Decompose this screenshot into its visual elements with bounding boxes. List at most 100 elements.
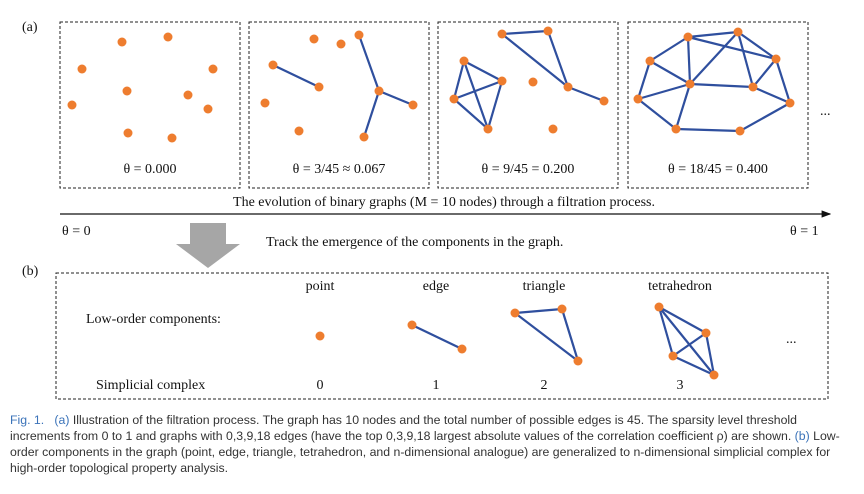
node xyxy=(208,64,218,74)
edge xyxy=(378,89,414,107)
edge xyxy=(672,332,707,357)
down-arrow xyxy=(176,223,240,268)
axis-caption: The evolution of binary graphs (M = 10 n… xyxy=(233,195,655,210)
node xyxy=(309,34,319,44)
edge xyxy=(672,355,715,376)
node xyxy=(359,132,369,142)
component-dimension: 0 xyxy=(317,378,324,393)
node xyxy=(77,64,87,74)
edge xyxy=(272,64,320,88)
edge xyxy=(649,36,689,62)
axis-start: θ = 0 xyxy=(62,224,91,239)
edge xyxy=(658,306,707,334)
figure: (a) ... The evolution of binary graphs (… xyxy=(22,20,832,400)
axis-end: θ = 1 xyxy=(790,224,819,239)
node xyxy=(315,331,325,341)
panel-label: (a) xyxy=(22,20,38,35)
node xyxy=(374,86,384,96)
caption-text: Illustration of the filtration process. … xyxy=(10,413,797,443)
edge xyxy=(463,60,503,82)
edge xyxy=(737,31,777,60)
node xyxy=(701,328,711,338)
edge xyxy=(774,58,792,104)
edge xyxy=(687,35,777,61)
node xyxy=(497,29,507,39)
graph-caption: θ = 18/45 = 0.400 xyxy=(668,162,768,177)
edge xyxy=(752,58,777,88)
node xyxy=(557,304,567,314)
edge xyxy=(453,79,503,101)
graph-box xyxy=(627,21,809,189)
edge xyxy=(649,60,691,85)
node xyxy=(268,60,278,70)
node xyxy=(563,82,573,92)
node xyxy=(336,39,346,49)
node xyxy=(735,126,745,136)
edge xyxy=(357,34,381,92)
node xyxy=(543,26,553,36)
component-dimension: 3 xyxy=(677,378,684,393)
edge xyxy=(452,60,466,100)
ellipsis: ... xyxy=(786,332,797,347)
node xyxy=(203,104,213,114)
node xyxy=(748,82,758,92)
caption-part-label: (b) xyxy=(794,429,810,443)
arrow-caption: Track the emergence of the components in… xyxy=(266,235,563,250)
node xyxy=(548,124,558,134)
edge xyxy=(739,102,791,132)
node xyxy=(510,308,520,318)
component-name: tetrahedron xyxy=(648,279,712,294)
edge xyxy=(686,36,692,85)
edge xyxy=(560,308,580,362)
node xyxy=(260,98,270,108)
row-label: Simplicial complex xyxy=(96,378,205,393)
graph-caption: θ = 9/45 = 0.200 xyxy=(482,162,575,177)
edge xyxy=(689,82,754,89)
component-name: point xyxy=(306,279,335,294)
node xyxy=(314,82,324,92)
node xyxy=(771,54,781,64)
node xyxy=(354,30,364,40)
edge xyxy=(486,80,504,130)
node xyxy=(573,356,583,366)
node xyxy=(117,37,127,47)
component-name: edge xyxy=(423,279,449,294)
row-label: Low-order components: xyxy=(86,312,221,327)
edge xyxy=(704,332,716,376)
node xyxy=(163,32,173,42)
node xyxy=(457,344,467,354)
graph-box xyxy=(437,21,619,189)
component-dimension: 2 xyxy=(541,378,548,393)
node xyxy=(599,96,609,106)
node xyxy=(633,94,643,104)
node xyxy=(449,94,459,104)
edge xyxy=(736,31,755,88)
node xyxy=(407,320,417,330)
panel-label: (b) xyxy=(22,264,39,279)
edge xyxy=(501,33,569,88)
figure-number: Fig. 1. xyxy=(10,413,45,427)
edge xyxy=(689,31,739,85)
edge xyxy=(637,98,677,130)
edge xyxy=(462,60,490,130)
node xyxy=(183,90,193,100)
node xyxy=(459,56,469,66)
node xyxy=(122,86,132,96)
node xyxy=(709,370,719,380)
edge xyxy=(675,127,741,133)
node xyxy=(785,98,795,108)
caption-part-label: (a) xyxy=(54,413,70,427)
caption-text: Low-order components in the graph (point… xyxy=(10,429,840,475)
edge xyxy=(501,29,549,36)
edge xyxy=(752,85,791,105)
node xyxy=(683,32,693,42)
panel-b-box xyxy=(55,272,829,400)
edge xyxy=(637,82,691,101)
component-dimension: 1 xyxy=(433,378,440,393)
edge xyxy=(514,312,579,362)
node xyxy=(167,133,177,143)
edge xyxy=(411,324,463,350)
edge xyxy=(636,60,652,100)
edge xyxy=(657,306,675,357)
